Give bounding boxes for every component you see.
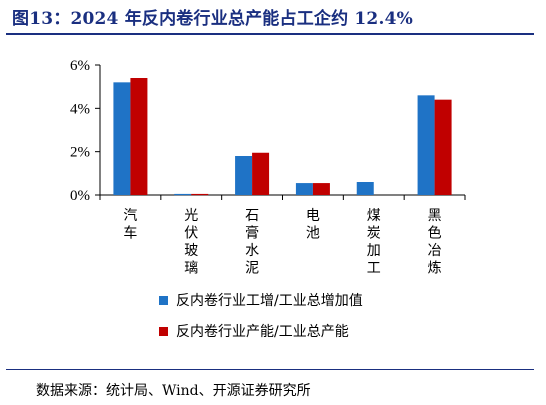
y-tick-label: 6%: [70, 58, 90, 74]
bar-output-share: [174, 193, 192, 196]
bar-capacity-share: [252, 152, 270, 195]
category-label: 光伏玻璃: [184, 208, 198, 277]
bar-output-share: [113, 82, 131, 195]
bar-capacity-share: [130, 78, 148, 195]
bar-output-share: [235, 156, 253, 195]
source-rule: [6, 369, 534, 370]
category-label: 煤炭加工: [367, 208, 381, 277]
category-label: 电池: [306, 208, 320, 242]
title-rule: [6, 33, 534, 35]
category-label: 汽车: [123, 208, 137, 242]
bar-output-share: [417, 95, 435, 195]
y-tick-label: 0%: [70, 188, 90, 204]
bar-capacity-share: [434, 99, 452, 195]
category-label: 黑色冶炼: [428, 208, 442, 277]
y-tick-label: 2%: [70, 145, 90, 161]
y-tick-label: 4%: [70, 101, 90, 117]
source-note: 数据来源：统计局、Wind、开源证券研究所: [36, 383, 311, 399]
legend-label: 反内卷行业产能/工业总产能: [176, 324, 349, 340]
bar-capacity-share: [191, 193, 209, 196]
bar-output-share: [295, 183, 313, 195]
bar-output-share: [356, 182, 374, 195]
legend-swatch: [159, 296, 168, 305]
legend-label: 反内卷行业工增/工业总增加值: [176, 293, 363, 309]
chart-title: 图13：2024 年反内卷行业总产能占工企约 12.4%: [12, 9, 413, 29]
legend-swatch: [159, 327, 168, 336]
bar-capacity-share: [312, 183, 330, 195]
category-label: 石膏水泥: [245, 208, 259, 277]
